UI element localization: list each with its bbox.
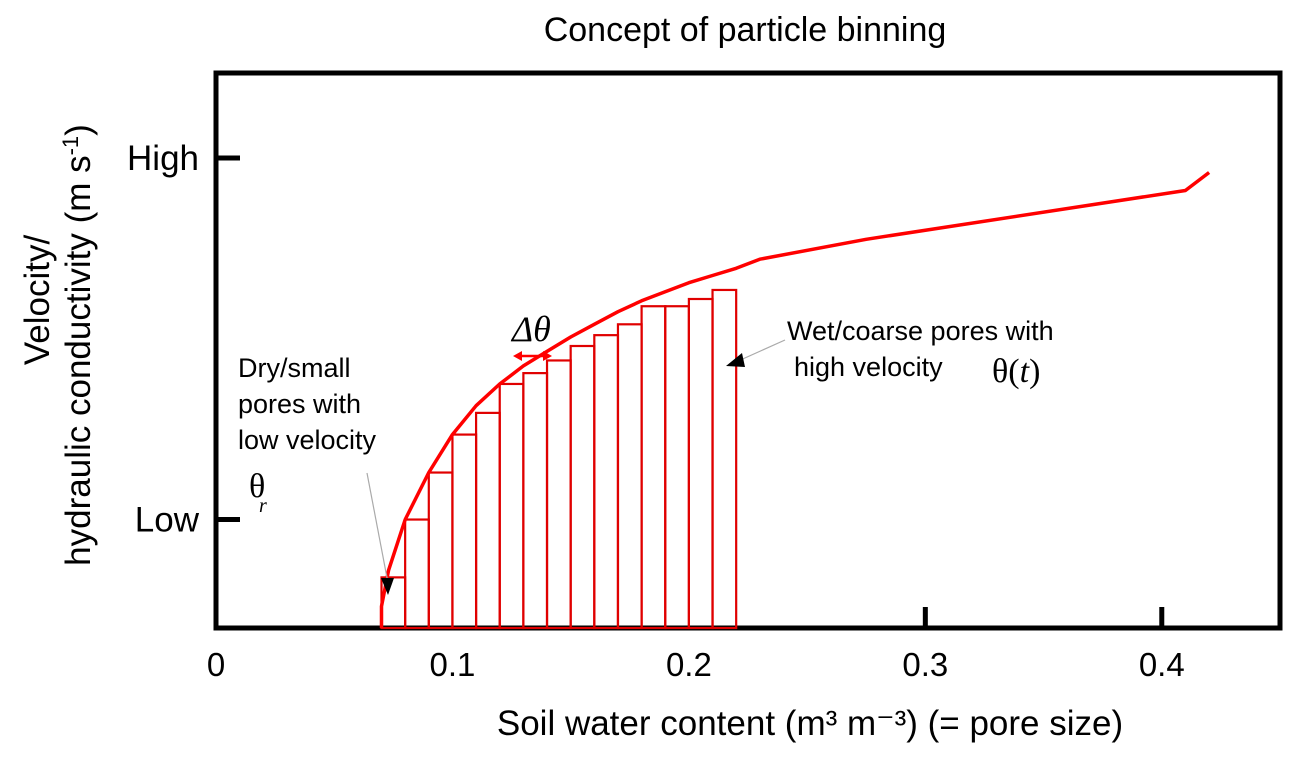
dry-pointer-arrowhead xyxy=(381,578,394,595)
bin-bar xyxy=(404,518,430,630)
dry-pores-line3: low velocity xyxy=(238,425,377,455)
bin-bar xyxy=(616,323,643,630)
axis-ticks xyxy=(214,155,1165,628)
bin-bar xyxy=(711,288,738,630)
bin-bar xyxy=(522,372,549,630)
y-axis-label-close: ) xyxy=(59,124,98,136)
figure-title: Concept of particle binning xyxy=(544,11,947,49)
bin-bar xyxy=(569,344,596,630)
delta-theta-label: Δθ xyxy=(510,309,551,349)
wet-pointer-line xyxy=(735,339,786,363)
x-axis-label: Soil water content (m³ m⁻³) (= pore size… xyxy=(497,704,1123,743)
wet-pores-line1: Wet/coarse pores with xyxy=(787,316,1054,346)
bin-bar xyxy=(664,305,690,630)
bin-bar xyxy=(687,297,714,630)
x-tick-label: 0.2 xyxy=(666,646,712,683)
bin-bar xyxy=(593,334,620,630)
y-axis-label-line1: Velocity/ xyxy=(18,235,57,366)
tick-labels: 0 0.1 0.2 0.3 0.4 Low High xyxy=(127,139,1185,683)
delta-theta-double-arrow xyxy=(513,351,552,361)
dry-pores-line2: pores with xyxy=(238,389,361,419)
bin-bar xyxy=(427,471,454,630)
bin-bar xyxy=(451,433,478,630)
theta-r-label: θ xyxy=(249,468,265,505)
theta-r-symbol: θ xyxy=(249,468,265,505)
velocity-curve xyxy=(379,171,1211,628)
x-tick-label: 0.3 xyxy=(902,646,948,683)
theta-t-close: ) xyxy=(1029,353,1040,390)
bin-bar xyxy=(640,305,667,630)
dry-pores-line1: Dry/small xyxy=(238,353,351,383)
y-tick-label: High xyxy=(127,139,199,178)
plot-frame xyxy=(213,70,1283,631)
theta-t-label: θ(t) xyxy=(992,353,1040,390)
y-axis-label-line2: hydraulic conductivity (m s-1) xyxy=(58,124,99,566)
bin-bar xyxy=(498,382,525,630)
y-tick-label: Low xyxy=(135,501,200,540)
y-axis-label-main: hydraulic conductivity (m s xyxy=(59,155,98,565)
wet-pores-line2: high velocity xyxy=(794,352,943,382)
theta-t-variable: t xyxy=(1020,353,1031,390)
y-axis-label-superscript: -1 xyxy=(58,136,83,156)
dry-pointer-line xyxy=(366,472,389,584)
x-tick-label: 0.1 xyxy=(430,646,476,683)
bin-bar xyxy=(545,359,572,630)
bin-bar xyxy=(474,411,501,630)
theta-t-symbol: θ( xyxy=(992,353,1020,390)
x-tick-label: 0 xyxy=(207,646,225,683)
theta-r-subscript: r xyxy=(259,495,267,517)
wet-pointer-arrowhead xyxy=(726,353,745,367)
bins-group xyxy=(380,288,738,630)
x-tick-label: 0.4 xyxy=(1139,646,1185,683)
